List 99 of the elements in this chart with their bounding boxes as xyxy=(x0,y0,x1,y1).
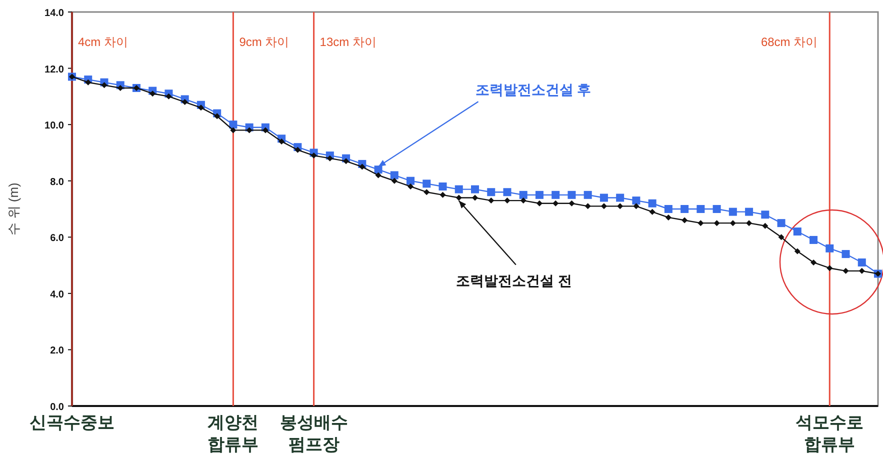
x-tick-label: 계양천 합류부 xyxy=(208,413,259,454)
point xyxy=(552,200,559,206)
point xyxy=(858,258,866,266)
point xyxy=(746,220,752,226)
y-tick-label: 12.0 xyxy=(44,64,64,76)
point xyxy=(535,190,544,199)
point xyxy=(810,236,818,244)
point xyxy=(648,199,656,208)
point xyxy=(488,198,494,204)
x-tick-label: 석모수로 합류부 xyxy=(796,413,864,454)
text: 조력발전소건설 전 xyxy=(456,272,572,289)
annotation: 4cm 차이 xyxy=(78,35,128,49)
point xyxy=(810,259,817,266)
point xyxy=(487,188,496,196)
x-tick-label: 신곡수중보 xyxy=(30,413,114,432)
y-tick-label: 8.0 xyxy=(50,176,64,188)
point xyxy=(664,205,672,213)
point xyxy=(762,222,768,229)
point xyxy=(85,79,92,86)
point xyxy=(182,99,188,106)
point xyxy=(552,190,560,199)
point xyxy=(375,172,382,178)
point xyxy=(408,183,414,190)
point xyxy=(246,127,252,134)
point xyxy=(101,82,108,88)
point xyxy=(584,203,591,210)
point xyxy=(456,194,462,201)
point xyxy=(858,268,865,274)
point xyxy=(600,194,608,202)
x-tick-label: 봉성배수 펌프장 xyxy=(280,413,348,454)
point xyxy=(730,220,736,226)
point xyxy=(424,189,430,196)
point xyxy=(568,190,576,199)
point xyxy=(326,155,333,162)
point xyxy=(696,205,705,213)
point xyxy=(438,182,447,190)
y-tick-label: 6.0 xyxy=(50,233,64,244)
point xyxy=(632,196,640,205)
y-tick-label: 10.0 xyxy=(44,120,64,132)
point xyxy=(793,228,802,236)
point xyxy=(778,234,784,240)
point xyxy=(472,194,478,201)
point xyxy=(794,248,800,254)
point xyxy=(761,210,770,219)
point xyxy=(826,265,833,272)
point xyxy=(471,185,479,194)
annotation: 68cm 차이 xyxy=(760,35,818,49)
annotation: 9cm 차이 xyxy=(239,35,290,49)
point xyxy=(714,220,720,226)
point xyxy=(229,120,238,129)
point xyxy=(117,84,124,91)
point xyxy=(343,158,350,164)
y-tick-label: 14.0 xyxy=(44,8,64,19)
point xyxy=(680,205,689,213)
point xyxy=(310,152,317,159)
point xyxy=(536,200,542,206)
point xyxy=(728,208,737,216)
point xyxy=(617,203,624,210)
annotation: 13cm 차이 xyxy=(320,35,376,49)
point xyxy=(150,90,156,97)
point xyxy=(504,198,510,204)
text: 조력발전소건설 후 xyxy=(475,82,592,98)
point xyxy=(842,268,849,274)
point xyxy=(440,192,446,198)
point xyxy=(600,203,607,210)
point xyxy=(826,244,834,252)
point xyxy=(777,219,786,228)
point xyxy=(520,198,526,204)
point xyxy=(359,164,366,170)
point xyxy=(391,178,398,184)
point xyxy=(584,190,592,199)
point xyxy=(712,205,721,213)
point xyxy=(454,185,463,194)
point xyxy=(616,194,624,202)
point xyxy=(842,250,850,258)
point xyxy=(633,203,640,210)
point xyxy=(649,208,656,215)
point xyxy=(665,214,672,220)
point xyxy=(682,217,688,224)
point xyxy=(519,190,528,199)
point xyxy=(422,180,431,188)
y-axis-title: 수 위 (m) xyxy=(6,182,21,236)
y-tick-label: 2.0 xyxy=(50,346,64,357)
point xyxy=(198,104,204,111)
point xyxy=(262,127,268,134)
point xyxy=(406,176,415,185)
point xyxy=(166,93,172,100)
point xyxy=(294,146,301,153)
y-tick-label: 0.0 xyxy=(50,402,64,413)
point xyxy=(230,127,236,134)
point xyxy=(503,188,512,196)
point xyxy=(278,138,285,144)
point xyxy=(374,166,382,174)
y-tick-label: 4.0 xyxy=(50,289,64,300)
point xyxy=(214,113,220,120)
point xyxy=(568,200,575,206)
point xyxy=(390,171,398,180)
point xyxy=(698,220,704,226)
point xyxy=(745,208,754,216)
